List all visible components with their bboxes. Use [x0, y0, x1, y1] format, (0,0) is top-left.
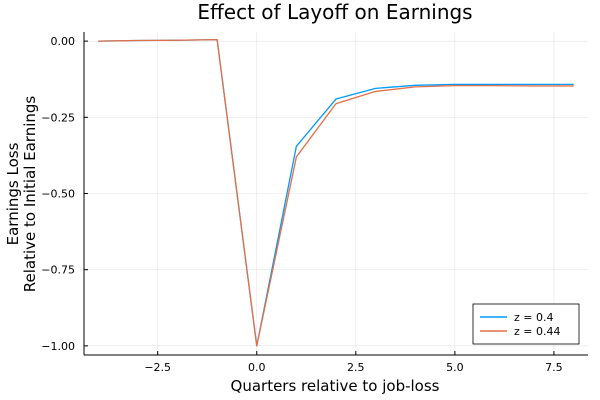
y-tick-label: −1.00: [41, 340, 75, 353]
x-tick-label: 0.0: [248, 361, 266, 374]
y-tick-label: 0.00: [51, 35, 76, 48]
grid-layer: [84, 32, 588, 355]
legend-box: [472, 303, 580, 345]
tick-layer: −2.5 0.0 2.5 5.0 7.5 0.00 −0.25 −0.50 −0.75 −1.00: [41, 35, 562, 374]
series-layer: [98, 38, 574, 347]
y-tick-label: −0.50: [41, 188, 75, 201]
chart-title: Effect of Layoff on Earnings: [197, 0, 472, 24]
legend-label-1: z = 0.4: [514, 311, 553, 324]
x-tick-label: 5.0: [446, 361, 464, 374]
legend-label-2: z = 0.44: [514, 325, 560, 338]
legend: z = 0.4z = 0.44: [472, 303, 580, 345]
x-tick-label: −2.5: [144, 361, 171, 374]
y-tick-label: −0.25: [41, 111, 75, 124]
x-tick-label: 7.5: [545, 361, 563, 374]
x-axis-label: Quarters relative to job-loss: [231, 377, 440, 395]
x-tick-label: 2.5: [347, 361, 365, 374]
series-line-2: [98, 38, 574, 347]
y-tick-label: −0.75: [41, 264, 75, 277]
y-axis-label: Earnings Loss Relative to Initial Earnin…: [4, 96, 39, 293]
y-axis-label-line-2: Relative to Initial Earnings: [21, 96, 39, 293]
y-axis-label-line-1: Earnings Loss: [4, 142, 22, 245]
